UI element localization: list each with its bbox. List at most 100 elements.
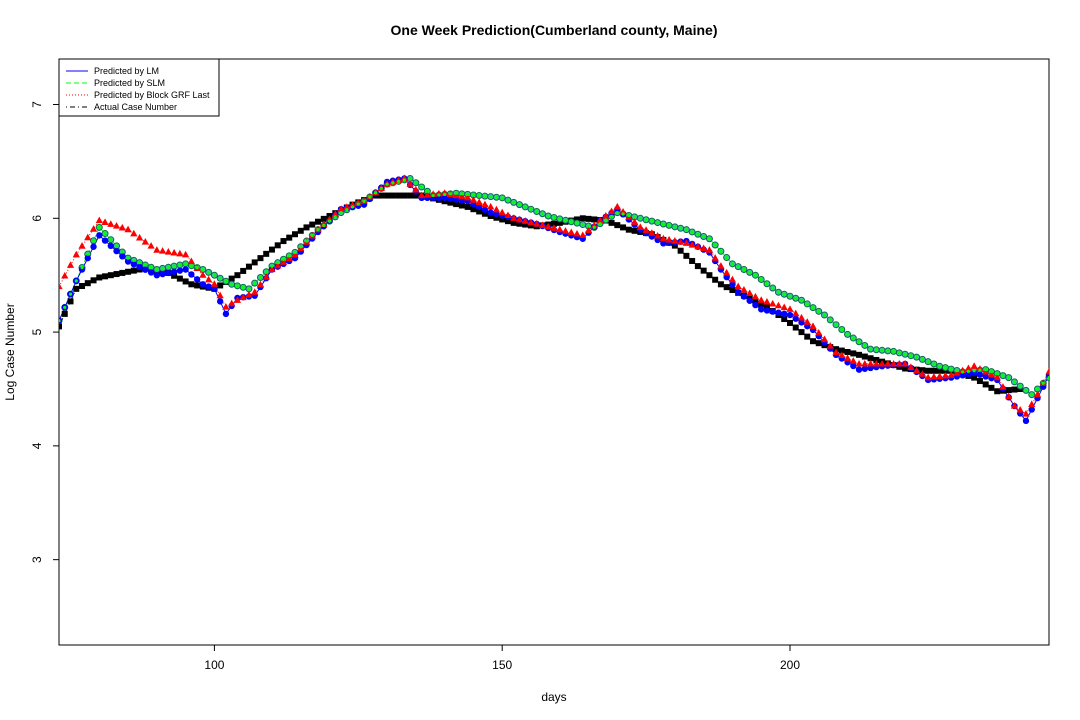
slm-dot — [817, 309, 821, 313]
slm-dot — [857, 340, 861, 344]
actual-point — [925, 367, 932, 374]
slm-dot — [161, 266, 165, 270]
series-line-2 — [59, 177, 1049, 415]
lm-point — [142, 266, 149, 273]
grf-point — [561, 227, 570, 234]
slm-dot — [713, 243, 717, 247]
slm-dot — [189, 264, 193, 268]
slm-dot — [1041, 381, 1045, 385]
grf-point — [665, 235, 673, 243]
lm-point — [729, 281, 736, 288]
actual-point — [194, 282, 201, 289]
lm-point — [660, 240, 667, 247]
grf-point — [832, 348, 840, 356]
lm-point — [447, 195, 454, 202]
grf-point — [803, 318, 811, 325]
grf-point — [970, 362, 978, 369]
slm-dot — [368, 195, 372, 199]
actual-point — [291, 231, 298, 238]
actual-point — [102, 273, 109, 280]
actual-point — [1005, 387, 1012, 394]
grf-point — [751, 292, 760, 300]
actual-point — [838, 347, 845, 354]
actual-point — [389, 192, 396, 199]
grf-point — [170, 248, 178, 256]
slm-dot — [247, 287, 251, 291]
slm-dot — [782, 292, 786, 296]
grf-point — [936, 372, 944, 380]
actual-point — [723, 284, 730, 291]
slm-dot — [638, 216, 642, 220]
actual-point — [188, 281, 195, 288]
grf-point — [245, 290, 253, 298]
actual-point — [378, 192, 385, 199]
slm-dot — [178, 263, 182, 267]
lm-point — [101, 237, 109, 244]
slm-dot — [909, 354, 913, 358]
slm-dot — [322, 223, 326, 228]
lm-point — [182, 266, 189, 273]
grf-point — [228, 299, 236, 307]
slm-dot — [59, 319, 61, 323]
lm-point — [147, 269, 155, 276]
grf-point — [619, 208, 627, 215]
slm-dot — [632, 215, 637, 219]
grf-point — [930, 373, 938, 380]
slm-dot — [558, 217, 562, 221]
grf-point — [671, 237, 679, 244]
grf-point — [711, 254, 719, 261]
slm-dot — [1001, 374, 1005, 378]
lm-point — [758, 306, 765, 313]
slm-dot — [972, 369, 976, 373]
y-axis-label: Log Case Number — [3, 303, 17, 400]
slm-dot — [535, 209, 539, 214]
grf-point — [285, 254, 293, 262]
grf-point — [734, 282, 742, 290]
slm-dot — [955, 368, 959, 373]
grf-point — [66, 261, 75, 268]
grf-point — [1045, 367, 1049, 375]
slm-dot — [679, 226, 683, 230]
slm-dot — [886, 349, 890, 353]
grf-point — [515, 215, 524, 223]
slm-dot — [920, 357, 924, 361]
grf-point — [1022, 410, 1030, 417]
grf-point — [648, 229, 656, 236]
grf-point — [268, 265, 276, 273]
actual-point — [493, 214, 500, 221]
lm-point — [965, 370, 972, 378]
lm-point — [107, 242, 115, 250]
actual-point — [245, 263, 252, 270]
slm-dot — [949, 367, 953, 371]
lm-point — [976, 371, 984, 378]
slm-dot — [569, 220, 573, 224]
actual-point — [585, 215, 592, 222]
actual-point — [694, 263, 701, 270]
lm-point — [119, 253, 126, 260]
actual-point — [274, 242, 281, 249]
slm-dot — [581, 222, 585, 227]
lm-point — [487, 209, 494, 216]
slm-dot — [586, 224, 591, 228]
actual-point — [464, 203, 471, 210]
slm-dot — [845, 332, 850, 336]
slm-dot — [598, 222, 602, 226]
grf-point — [596, 216, 604, 224]
grf-point — [774, 301, 783, 309]
actual-point — [384, 192, 391, 199]
actual-point — [763, 304, 770, 311]
slm-dot — [120, 250, 124, 254]
slm-dot — [143, 263, 147, 267]
grf-point — [348, 201, 357, 208]
actual-point — [96, 274, 103, 281]
grf-point — [176, 249, 184, 257]
slm-dot — [874, 348, 878, 352]
slm-dot — [385, 182, 389, 186]
actual-point — [689, 257, 696, 264]
lm-point — [855, 366, 863, 373]
actual-point — [447, 199, 454, 206]
actual-point — [171, 272, 178, 279]
legend-label: Predicted by Block GRF Last — [94, 90, 210, 100]
grf-point — [964, 364, 973, 372]
lm-point — [734, 289, 742, 296]
